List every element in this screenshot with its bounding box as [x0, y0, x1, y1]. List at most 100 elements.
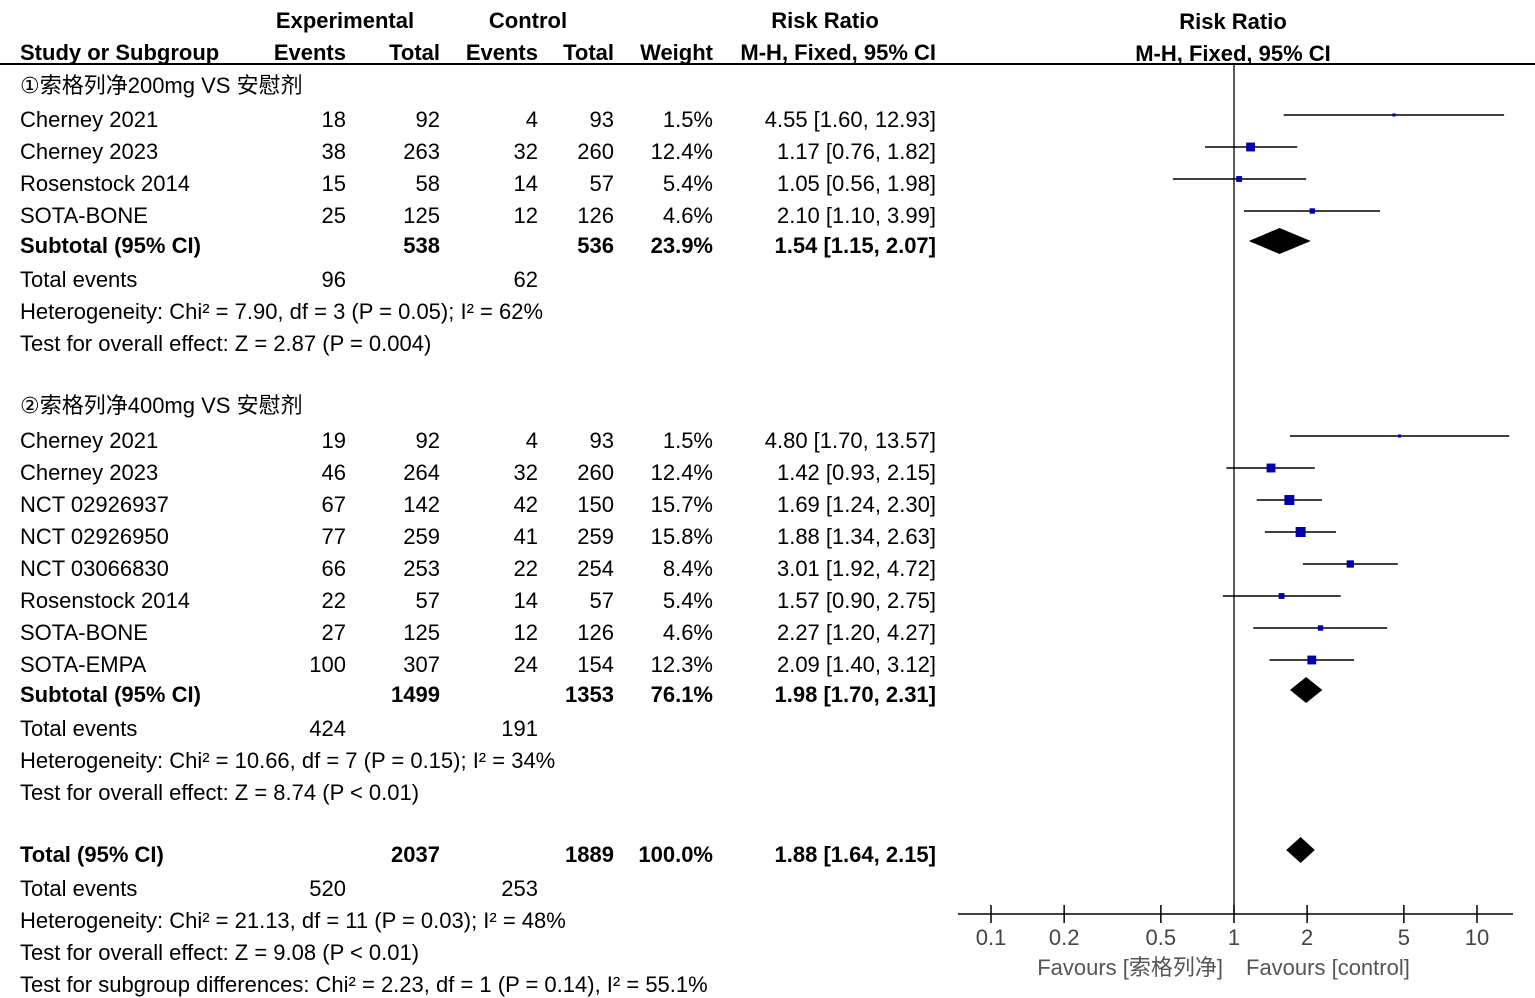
cell-ctl-events: 62	[513, 267, 538, 292]
cell-ctl-total: 126	[577, 620, 614, 645]
study-label: Cherney 2021	[20, 428, 159, 453]
header-ctl-events: Events	[465, 40, 538, 65]
events-label: Total events	[20, 876, 138, 901]
cell-exp-total: 253	[403, 556, 440, 581]
cell-weight: 5.4%	[662, 588, 713, 613]
pooled-diamond	[1289, 677, 1323, 703]
cell-ctl-events: 41	[513, 524, 538, 549]
study-label: Rosenstock 2014	[20, 588, 190, 613]
study-point	[1317, 625, 1324, 631]
study-label: Cherney 2023	[20, 460, 159, 485]
note-label: Heterogeneity: Chi² = 7.90, df = 3 (P = …	[20, 299, 544, 324]
header-ctl-total: Total	[563, 40, 614, 65]
cell-exp-events: 520	[309, 876, 346, 901]
cell-exp-events: 15	[321, 171, 346, 196]
cell-weight: 4.6%	[662, 620, 713, 645]
cell-ci: 1.57 [0.90, 2.75]	[776, 588, 936, 613]
cell-exp-events: 96	[321, 267, 346, 292]
events-label: Total events	[20, 716, 138, 741]
x-tick-label: 0.1	[976, 925, 1007, 950]
x-tick-label: 0.5	[1146, 925, 1177, 950]
study-label: SOTA-EMPA	[20, 652, 147, 677]
cell-ci: 2.09 [1.40, 3.12]	[776, 652, 936, 677]
cell-ci: 1.88 [1.64, 2.15]	[774, 842, 936, 867]
cell-ctl-events: 12	[513, 620, 538, 645]
cell-weight: 1.5%	[662, 107, 713, 132]
study-label: NCT 02926950	[20, 524, 169, 549]
favours-left-label: Favours [索格列净]	[1037, 955, 1223, 980]
cell-ci: 1.98 [1.70, 2.31]	[774, 682, 936, 707]
cell-exp-total: 1499	[391, 682, 440, 707]
cell-ctl-events: 14	[513, 171, 538, 196]
plot-header-title: Risk Ratio	[1179, 9, 1287, 34]
study-point	[1295, 527, 1306, 537]
study-point	[1278, 593, 1285, 599]
cell-ci: 1.05 [0.56, 1.98]	[776, 171, 936, 196]
cell-ctl-total: 1353	[565, 682, 614, 707]
cell-ctl-events: 32	[513, 460, 538, 485]
note-label: Heterogeneity: Chi² = 10.66, df = 7 (P =…	[20, 748, 556, 773]
subtotal-label: Subtotal (95% CI)	[20, 233, 201, 258]
cell-weight: 12.4%	[650, 139, 713, 164]
cell-exp-total: 58	[415, 171, 440, 196]
cell-exp-total: 264	[403, 460, 440, 485]
cell-weight: 12.4%	[650, 460, 713, 485]
cell-weight: 15.8%	[650, 524, 713, 549]
cell-ci: 1.54 [1.15, 2.07]	[774, 233, 936, 258]
cell-ctl-events: 32	[513, 139, 538, 164]
cell-ctl-events: 14	[513, 588, 538, 613]
study-point	[1307, 655, 1317, 665]
subgroup-heading: ②索格列净400mg VS 安慰剂	[20, 393, 303, 418]
study-label: Rosenstock 2014	[20, 171, 190, 196]
cell-ctl-total: 57	[589, 171, 614, 196]
cell-ctl-total: 260	[577, 139, 614, 164]
subtotal-label: Total (95% CI)	[20, 842, 164, 867]
cell-exp-events: 67	[321, 492, 346, 517]
cell-weight: 4.6%	[662, 203, 713, 228]
cell-exp-events: 27	[321, 620, 346, 645]
cell-exp-total: 92	[415, 428, 440, 453]
note-label: Test for overall effect: Z = 2.87 (P = 0…	[20, 331, 432, 356]
study-label: NCT 02926937	[20, 492, 169, 517]
cell-ctl-events: 24	[513, 652, 538, 677]
x-tick-label: 5	[1398, 925, 1410, 950]
header-rule	[0, 63, 1535, 65]
cell-weight: 1.5%	[662, 428, 713, 453]
cell-ctl-total: 254	[577, 556, 614, 581]
note-label: Test for subgroup differences: Chi² = 2.…	[20, 972, 708, 997]
cell-ci: 1.42 [0.93, 2.15]	[776, 460, 936, 485]
cell-weight: 100.0%	[638, 842, 713, 867]
cell-ci: 3.01 [1.92, 4.72]	[776, 556, 936, 581]
cell-ctl-total: 57	[589, 588, 614, 613]
cell-ctl-events: 253	[501, 876, 538, 901]
study-label: SOTA-BONE	[20, 620, 148, 645]
study-point	[1284, 495, 1295, 505]
header-risk-ratio: Risk Ratio	[771, 8, 879, 33]
cell-exp-total: 538	[403, 233, 440, 258]
note-label: Test for overall effect: Z = 8.74 (P < 0…	[20, 780, 420, 805]
cell-exp-total: 259	[403, 524, 440, 549]
cell-ci: 2.27 [1.20, 4.27]	[776, 620, 936, 645]
cell-exp-total: 263	[403, 139, 440, 164]
study-point	[1346, 560, 1354, 568]
favours-right-label: Favours [control]	[1246, 955, 1410, 980]
x-tick-label: 10	[1465, 925, 1489, 950]
cell-ctl-total: 93	[589, 428, 614, 453]
cell-ctl-events: 22	[513, 556, 538, 581]
header-rr-method: M-H, Fixed, 95% CI	[740, 40, 936, 65]
cell-ctl-events: 4	[525, 428, 538, 453]
header-control: Control	[488, 8, 568, 33]
study-point	[1266, 463, 1276, 473]
pooled-diamond	[1286, 837, 1315, 863]
cell-exp-total: 125	[403, 203, 440, 228]
plot-header-method: M-H, Fixed, 95% CI	[1135, 41, 1331, 66]
study-point	[1398, 434, 1402, 438]
study-point	[1236, 176, 1243, 182]
cell-ci: 1.88 [1.34, 2.63]	[776, 524, 936, 549]
cell-ci: 1.69 [1.24, 2.30]	[776, 492, 936, 517]
cell-exp-total: 125	[403, 620, 440, 645]
cell-exp-total: 142	[403, 492, 440, 517]
header-study: Study or Subgroup	[20, 40, 220, 65]
cell-weight: 76.1%	[650, 682, 713, 707]
